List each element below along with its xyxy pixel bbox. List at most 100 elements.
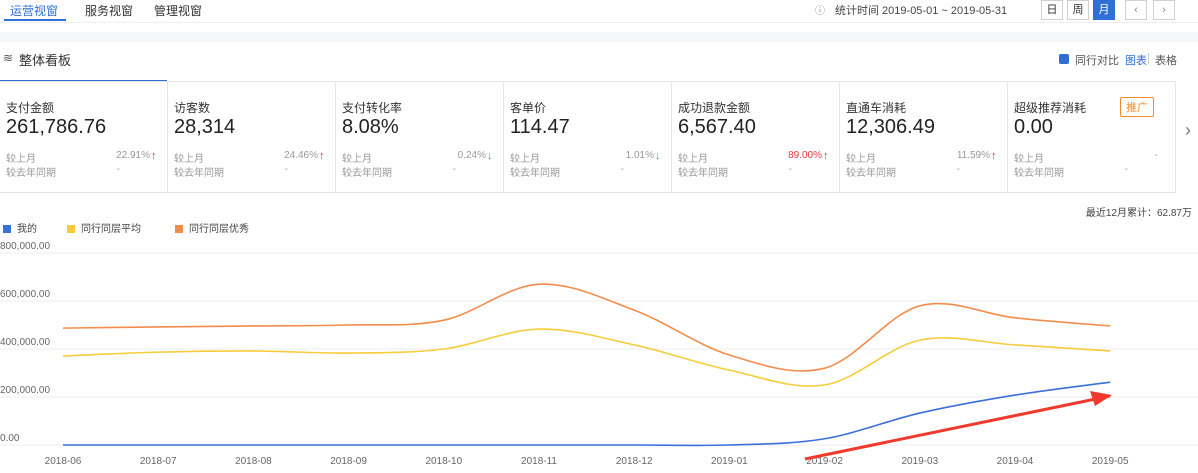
compare-label[interactable]: 同行对比: [1075, 55, 1119, 67]
x-tick-label: 2018-10: [425, 456, 462, 467]
trend-arrow: ↑: [151, 150, 157, 162]
y-tick-label: 800,000.00: [0, 241, 50, 252]
trend-arrow: ↓: [655, 150, 661, 162]
top-bar: [0, 0, 1198, 23]
card-label: 超级推荐消耗: [1014, 101, 1087, 115]
period-button[interactable]: 月: [1093, 0, 1115, 20]
trend-arrow: ↑: [991, 150, 997, 162]
period-button[interactable]: 周: [1067, 0, 1089, 20]
kpi-card[interactable]: [1008, 82, 1176, 193]
legend-swatch: [67, 225, 75, 233]
yoy-value: -: [1124, 164, 1128, 175]
mom-label: 较上月: [846, 154, 876, 165]
kpi-card[interactable]: [672, 82, 840, 193]
chart-summary: 最近12月累计：62.87万: [1086, 206, 1192, 219]
trend-arrow: ↓: [487, 150, 493, 162]
nav-tab[interactable]: 管理视窗: [154, 4, 203, 18]
trend-arrow: ↑: [823, 150, 829, 162]
mom-label: 较上月: [510, 154, 540, 165]
nav-tab[interactable]: 服务视窗: [85, 4, 134, 18]
time-label: 统计时间 2019-05-01 ~ 2019-05-31: [835, 5, 1008, 17]
card-border: [0, 81, 1176, 82]
next-button[interactable]: ›: [1153, 0, 1175, 20]
x-tick-label: 2019-01: [711, 456, 748, 467]
kpi-card[interactable]: [504, 82, 672, 193]
card-label: 直通车消耗: [846, 101, 907, 115]
legend-label: 同行同层平均: [81, 222, 141, 235]
yoy-label: 较去年同期: [1014, 168, 1064, 179]
trend-arrow: ↑: [319, 150, 325, 162]
card-value: 28,314: [174, 116, 236, 138]
yoy-value: -: [116, 164, 120, 175]
kpi-card[interactable]: [336, 82, 504, 193]
yoy-value: -: [284, 164, 288, 175]
mom-value: -: [1154, 150, 1158, 161]
kpi-card[interactable]: [840, 82, 1008, 193]
next-cards[interactable]: ›: [1185, 120, 1191, 140]
x-tick-label: 2019-05: [1092, 456, 1129, 467]
card-value: 114.47: [510, 116, 570, 138]
nav-tab[interactable]: 运营视窗: [10, 4, 59, 18]
x-tick-label: 2019-04: [997, 456, 1034, 467]
panel-icon: ≋: [3, 51, 14, 65]
kpi-card[interactable]: [0, 82, 168, 193]
y-tick-label: 200,000.00: [0, 385, 50, 396]
card-value: 261,786.76: [6, 116, 107, 138]
view-toggle[interactable]: 图表: [1125, 55, 1147, 67]
promo-badge[interactable]: 推广: [1120, 97, 1154, 117]
separator: [0, 32, 1198, 42]
card-label: 访客数: [174, 101, 211, 115]
series-line: [63, 381, 1111, 447]
annotation-arrow: [804, 394, 1111, 461]
x-tick-label: 2019-02: [806, 456, 843, 467]
card-value: 12,306.49: [846, 116, 935, 138]
view-toggle[interactable]: 表格: [1155, 55, 1177, 67]
legend-swatch: [3, 225, 11, 233]
x-tick-label: 2018-09: [330, 456, 367, 467]
card-label: 支付转化率: [342, 101, 403, 115]
x-tick-label: 2018-11: [521, 456, 557, 467]
yoy-label: 较去年同期: [510, 168, 560, 179]
card-label: 成功退款金额: [678, 101, 751, 115]
x-tick-label: 2018-08: [235, 456, 272, 467]
yoy-label: 较去年同期: [678, 168, 728, 179]
yoy-value: -: [788, 164, 792, 175]
series-line: [62, 283, 1111, 372]
card-label: 支付金额: [6, 101, 55, 115]
mom-value: 1.01%: [625, 150, 654, 161]
mom-label: 较上月: [174, 154, 204, 165]
y-tick-label: 400,000.00: [0, 337, 50, 348]
mom-value: 0.24%: [457, 150, 486, 161]
x-tick-label: 2018-12: [616, 456, 653, 467]
active-tab-underline: [4, 19, 66, 21]
yoy-value: -: [620, 164, 624, 175]
mom-value: 22.91%: [116, 150, 150, 161]
yoy-label: 较去年同期: [6, 168, 56, 179]
series-line: [62, 328, 1111, 387]
mom-value: 89.00%: [788, 150, 822, 161]
mom-label: 较上月: [678, 154, 708, 165]
yoy-label: 较去年同期: [846, 168, 896, 179]
mom-label: 较上月: [342, 154, 372, 165]
prev-button[interactable]: ‹: [1125, 0, 1147, 20]
yoy-value: -: [452, 164, 456, 175]
mom-value: 11.59%: [956, 150, 990, 161]
legend-label: 同行同层优秀: [189, 222, 249, 235]
legend-label: 我的: [17, 222, 37, 235]
y-tick-label: 0.00: [0, 433, 20, 444]
checkbox[interactable]: [1059, 54, 1069, 64]
annotation-arrowhead: [1090, 391, 1112, 406]
info-icon[interactable]: ⓘ: [815, 6, 825, 17]
kpi-card[interactable]: [168, 82, 336, 193]
period-button[interactable]: 日: [1041, 0, 1063, 20]
legend-swatch: [175, 225, 183, 233]
card-label: 客单价: [510, 101, 547, 115]
yoy-label: 较去年同期: [342, 168, 392, 179]
y-tick-label: 600,000.00: [0, 289, 50, 300]
view-divider: [1148, 53, 1149, 64]
mom-value: 24.46%: [284, 150, 318, 161]
x-tick-label: 2018-06: [45, 456, 82, 467]
yoy-label: 较去年同期: [174, 168, 224, 179]
